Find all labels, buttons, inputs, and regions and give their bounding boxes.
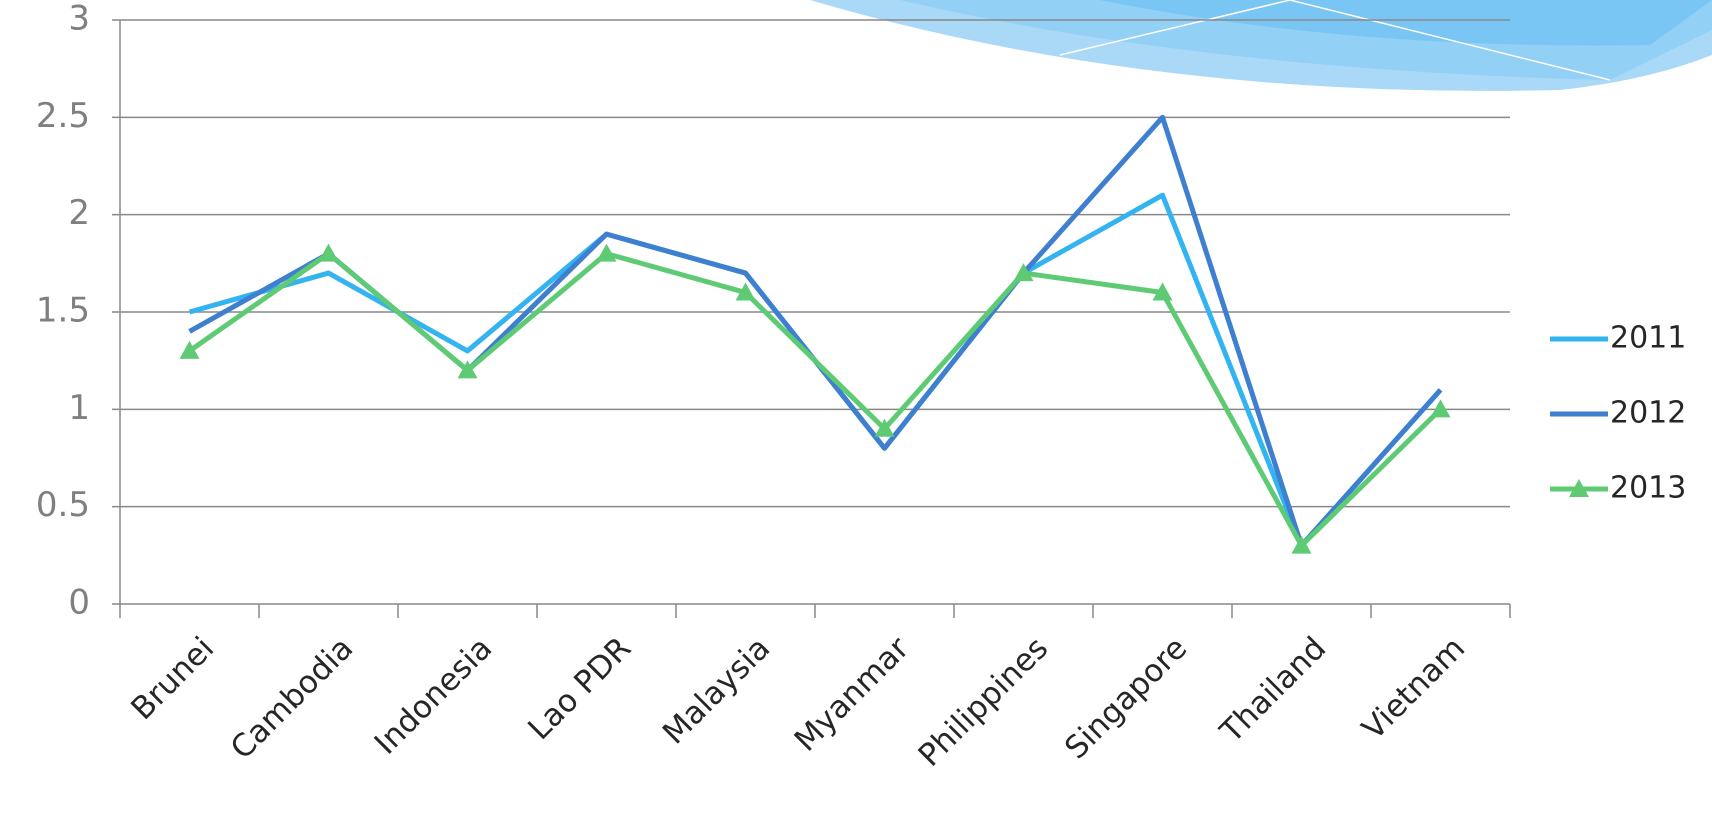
x-tick-label: Singapore [1058,630,1194,766]
x-tick-label: Indonesia [368,630,499,761]
y-tick-label: 2.5 [36,96,90,136]
line [188,251,1443,549]
marker [596,243,617,262]
x-tick-label: Thailand [1213,630,1333,750]
marker [1430,399,1451,418]
marker [735,282,756,301]
marker [874,418,895,437]
legend-marker [1569,479,1589,497]
y-tick-label: 0.5 [36,485,90,525]
y-tick-label: 1 [68,388,90,428]
marker [318,243,339,262]
legend-label: 2011 [1610,321,1686,356]
y-tick-label: 0 [68,583,90,623]
marker [1152,282,1173,301]
legend-label: 2012 [1610,396,1686,431]
marker [1291,535,1312,554]
marker [179,340,200,359]
y-tick-label: 1.5 [36,291,90,331]
y-tick-label: 2 [68,193,90,233]
x-tick-label: Brunei [124,630,221,727]
legend-label: 2013 [1610,471,1686,506]
line [188,114,1443,549]
x-tick-label: Philippines [912,630,1056,774]
x-tick-label: Malaysia [656,630,777,751]
x-tick-label: Vietnam [1355,630,1472,747]
x-tick-label: Myanmar [788,630,917,759]
x-tick-label: Lao PDR [521,630,638,747]
x-tick-label: Cambodia [224,630,360,766]
marker [457,360,478,379]
marker [1013,263,1034,282]
line [188,192,1443,549]
y-tick-label: 3 [68,0,90,39]
decoration [810,0,1712,91]
